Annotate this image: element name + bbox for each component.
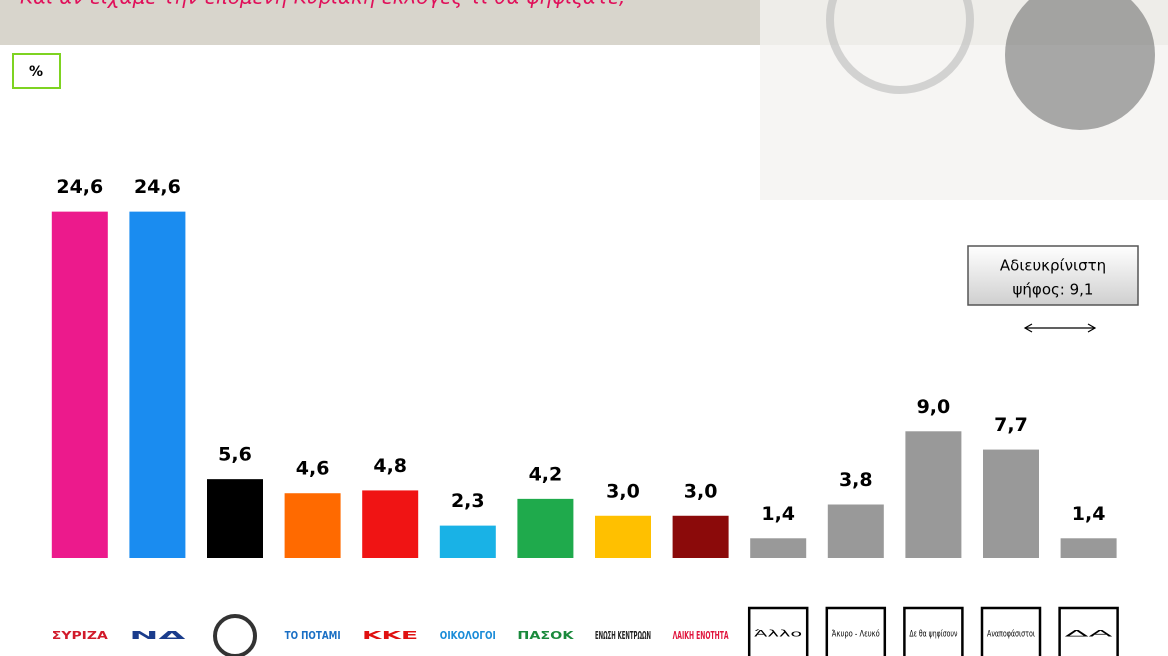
bar: [1060, 538, 1117, 558]
bar: [439, 525, 496, 558]
category-box: [747, 606, 809, 656]
annotation-arrow: [1023, 323, 1097, 333]
x-tick-label: ΠΑΣΟΚ: [517, 629, 574, 642]
value-label: 1,4: [761, 503, 795, 525]
x-tick-label: ΔΑ: [1065, 630, 1116, 640]
value-label: 4,2: [529, 463, 563, 485]
x-tick-label: ΕΝΩΣΗ ΚΕΝΤΡΩΩΝ: [595, 629, 651, 642]
bar: [284, 493, 341, 558]
value-label: 9,0: [917, 396, 951, 418]
bar: [207, 479, 263, 558]
annotation-box: [967, 245, 1139, 306]
unit-label: %: [29, 64, 43, 80]
bar: [750, 538, 807, 558]
value-label: 5,6: [218, 444, 252, 466]
x-tick-label: Άκυρο - Λευκό: [832, 629, 880, 640]
header-decoration: [826, 0, 974, 94]
bar: [827, 504, 884, 558]
bar: [129, 211, 186, 558]
x-tick-label: ΤΟ ΠΟΤΑΜΙ: [285, 629, 341, 642]
bar: [51, 211, 108, 558]
x-tick-label: Δε θα ψηφίσουν: [909, 630, 957, 640]
bar: [983, 449, 1039, 558]
bar: [362, 490, 419, 558]
bar: [595, 515, 651, 558]
x-tick-label: Άλλο: [754, 630, 803, 640]
x-tick-label: ΣΥΡΙΖΑ: [52, 629, 109, 642]
bar: [905, 431, 962, 558]
x-tick-label: Αναποφάσιστοι: [987, 630, 1035, 640]
category-box: [980, 606, 1042, 656]
value-label: 24,6: [56, 176, 103, 198]
bar: [672, 515, 729, 558]
category-logo: [213, 614, 257, 656]
unit-box: [12, 53, 61, 89]
bar: [517, 498, 574, 558]
category-box: [1058, 606, 1119, 656]
value-label: 1,4: [1072, 503, 1106, 525]
chart-title: Και αν είχαμε την επόμενη Κυριακή εκλογέ…: [20, 0, 626, 9]
x-tick-label: ΝΔ: [129, 629, 186, 642]
annotation: ψήφος: 9,1: [1013, 281, 1094, 299]
value-label: 4,8: [373, 455, 407, 477]
annotation: Αδιευκρίνιστη: [1000, 257, 1106, 275]
x-tick-label: ΚΚΕ: [362, 629, 418, 642]
value-label: 3,0: [684, 480, 718, 502]
value-label: 4,6: [296, 458, 330, 480]
value-label: 2,3: [451, 490, 485, 512]
category-box: [903, 606, 964, 656]
value-label: 3,8: [839, 469, 873, 491]
value-label: 7,7: [994, 414, 1028, 436]
x-tick-label: ΟΙΚΟΛΟΓΟΙ: [440, 629, 496, 642]
value-label: 24,6: [134, 176, 181, 198]
x-tick-label: ΛΑΙΚΗ ΕΝΟΤΗΤΑ: [673, 629, 729, 642]
header-decoration: [1005, 0, 1155, 130]
category-box: [825, 606, 887, 656]
value-label: 3,0: [606, 480, 640, 502]
